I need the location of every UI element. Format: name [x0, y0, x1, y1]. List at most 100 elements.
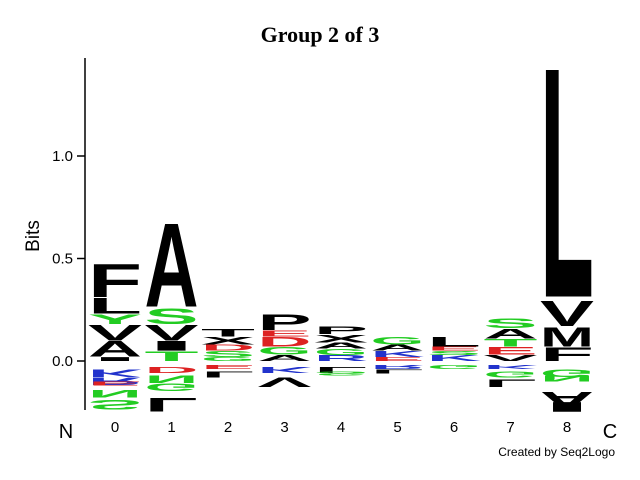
logo-letter-a: A: [371, 343, 425, 352]
svg-text:E: E: [258, 329, 312, 338]
logo-letter-n: N: [145, 373, 199, 385]
logo-letter-v: V: [258, 374, 313, 389]
logo-letter-k: K: [88, 367, 142, 379]
logo-letter-l: L: [540, 0, 594, 367]
n-terminal-label: N: [59, 421, 73, 443]
logo-letter-d: D: [145, 365, 199, 374]
svg-text:S: S: [484, 316, 538, 331]
svg-text:G: G: [371, 335, 425, 347]
logo-letter-d: D: [258, 334, 312, 349]
logo-letter-e: E: [201, 364, 255, 370]
glyph-stacks: IAVYLFKRENSTIVSADNGLGSDXTELAGDEPKVRGAXPL…: [88, 0, 594, 416]
svg-text:L: L: [201, 369, 255, 378]
svg-text:T: T: [145, 349, 200, 364]
logo-letter-g: G: [371, 335, 425, 347]
svg-text:V: V: [540, 294, 594, 334]
svg-text:L: L: [427, 334, 481, 349]
x-position-label: 0: [111, 419, 119, 436]
logo-letter-i: I: [540, 399, 594, 414]
svg-text:A: A: [88, 336, 142, 361]
x-position-label: 8: [563, 419, 571, 436]
svg-text:Y: Y: [88, 312, 142, 327]
logo-letter-s: S: [201, 349, 255, 358]
logo-letter-k: K: [427, 353, 481, 362]
logo-letter-k: K: [484, 364, 538, 370]
logo-letter-e: E: [427, 346, 481, 352]
logo-letter-g: G: [314, 347, 368, 356]
logo-letter-f: F: [540, 343, 594, 365]
svg-text:K: K: [427, 353, 481, 362]
svg-text:D: D: [201, 343, 255, 352]
logo-letter-s: S: [427, 350, 481, 356]
svg-text:M: M: [540, 321, 594, 352]
x-position-label: 6: [450, 419, 458, 436]
svg-text:A: A: [258, 353, 312, 362]
svg-text:T: T: [201, 326, 255, 338]
svg-text:A: A: [540, 387, 594, 412]
logo-letter-v: V: [484, 353, 538, 362]
svg-text:E: E: [484, 345, 538, 357]
svg-text:G: G: [201, 356, 255, 362]
x-position-label: 1: [167, 419, 175, 436]
logo-letter-f: F: [88, 255, 142, 308]
logo-letter-d: D: [201, 343, 255, 352]
svg-text:A: A: [314, 341, 368, 350]
svg-text:R: R: [371, 364, 425, 370]
logo-letter-t: T: [145, 349, 200, 364]
x-position-label: 3: [280, 419, 288, 436]
logo-letter-l: L: [371, 368, 425, 374]
logo-letter-g: G: [427, 364, 481, 370]
svg-text:F: F: [88, 255, 142, 308]
svg-text:K: K: [258, 365, 312, 374]
logo-letter-t: T: [201, 326, 255, 338]
svg-text:I: I: [145, 338, 199, 353]
logo-letter-v: V: [145, 320, 200, 345]
logo-letter-a: A: [540, 387, 594, 412]
svg-text:A: A: [484, 326, 538, 341]
svg-text:L: L: [145, 394, 199, 416]
svg-text:G: G: [314, 347, 368, 356]
logo-letter-a: A: [258, 353, 312, 362]
svg-text:I: I: [540, 399, 594, 414]
svg-text:E: E: [371, 356, 425, 362]
logo-letter-k: K: [258, 365, 312, 374]
svg-text:K: K: [371, 349, 425, 358]
svg-text:S: S: [88, 397, 142, 412]
logo-letter-k: K: [371, 349, 425, 358]
svg-text:G: G: [145, 381, 199, 393]
logo-letter-l: L: [145, 394, 199, 416]
svg-text:X: X: [314, 333, 368, 345]
logo-letter-a: A: [314, 341, 368, 350]
svg-text:P: P: [314, 324, 368, 336]
svg-text:N: N: [88, 387, 142, 399]
logo-letter-g: G: [201, 356, 255, 362]
logo-letter-l: L: [201, 369, 255, 378]
logo-letter-m: M: [540, 321, 594, 352]
logo-letter-l: L: [314, 365, 368, 374]
svg-text:R: R: [314, 353, 368, 362]
svg-text:N: N: [540, 374, 594, 383]
x-position-label: 2: [224, 419, 232, 436]
svg-text:A: A: [371, 343, 425, 352]
logo-letter-l: L: [88, 293, 142, 318]
y-axis-ticks: 0.0 0.5 1.0: [52, 148, 85, 370]
svg-text:S: S: [427, 350, 481, 356]
logo-letter-l: L: [484, 377, 538, 389]
logo-letter-l: L: [427, 334, 481, 349]
logo-letter-x: X: [314, 333, 368, 345]
y-tick-label: 0.0: [52, 353, 73, 370]
logo-letter-s: S: [88, 397, 142, 412]
logo-letter-p: P: [258, 310, 312, 335]
svg-text:K: K: [88, 367, 142, 379]
logo-letter-t: T: [484, 337, 538, 349]
logo-letter-y: Y: [88, 312, 142, 327]
svg-text:L: L: [314, 365, 368, 374]
credit-text: Created by Seq2Logo: [498, 445, 615, 459]
logo-letter-a: A: [88, 336, 142, 361]
logo-letter-e: E: [371, 356, 425, 362]
x-position-label: 7: [506, 419, 514, 436]
logo-letter-e: E: [258, 329, 312, 338]
x-position-label: 4: [337, 419, 345, 436]
svg-text:D: D: [145, 365, 199, 374]
